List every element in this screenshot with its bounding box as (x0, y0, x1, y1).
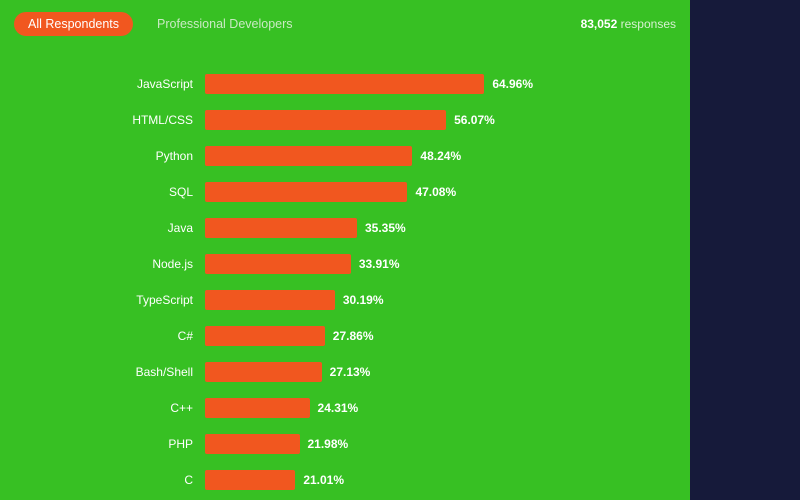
bar-fill[interactable] (205, 110, 446, 130)
bar-value: 33.91% (351, 257, 400, 271)
bar-value: 64.96% (484, 77, 533, 91)
bar-value: 27.86% (325, 329, 374, 343)
bar-track: 21.01% (205, 470, 650, 490)
bar-row: C++ 24.31% (40, 392, 650, 424)
bar-value: 35.35% (357, 221, 406, 235)
bar-track: 56.07% (205, 110, 650, 130)
bar-label: C (40, 473, 205, 487)
bar-row: HTML/CSS 56.07% (40, 104, 650, 136)
bar-fill[interactable] (205, 362, 322, 382)
bar-label: Bash/Shell (40, 365, 205, 379)
bar-label: Node.js (40, 257, 205, 271)
response-count-number: 83,052 (581, 17, 618, 31)
bar-value: 56.07% (446, 113, 495, 127)
bar-chart: JavaScript 64.96% HTML/CSS 56.07% Python 48.2… (0, 38, 690, 500)
bar-track: 24.31% (205, 398, 650, 418)
bar-track: 35.35% (205, 218, 650, 238)
bar-label: C# (40, 329, 205, 343)
bar-row: C 21.01% (40, 464, 650, 496)
bar-fill[interactable] (205, 146, 412, 166)
bar-track: 48.24% (205, 146, 650, 166)
bar-row: Python 48.24% (40, 140, 650, 172)
bar-value: 21.98% (300, 437, 349, 451)
bar-value: 21.01% (295, 473, 344, 487)
bar-track: 47.08% (205, 182, 650, 202)
side-panel (690, 0, 800, 500)
tab-all-respondents[interactable]: All Respondents (14, 12, 133, 36)
bar-label: HTML/CSS (40, 113, 205, 127)
bar-value: 27.13% (322, 365, 371, 379)
bar-fill[interactable] (205, 470, 295, 490)
bar-label: Java (40, 221, 205, 235)
bar-row: TypeScript 30.19% (40, 284, 650, 316)
bar-label: SQL (40, 185, 205, 199)
bar-value: 47.08% (407, 185, 456, 199)
bar-fill[interactable] (205, 290, 335, 310)
bar-fill[interactable] (205, 254, 351, 274)
bar-fill[interactable] (205, 74, 484, 94)
bar-value: 30.19% (335, 293, 384, 307)
bar-fill[interactable] (205, 326, 325, 346)
bar-row: Bash/Shell 27.13% (40, 356, 650, 388)
bar-row: PHP 21.98% (40, 428, 650, 460)
bar-label: Python (40, 149, 205, 163)
bar-row: JavaScript 64.96% (40, 68, 650, 100)
bar-fill[interactable] (205, 218, 357, 238)
main-panel: All Respondents Professional Developers … (0, 0, 690, 500)
bar-row: C# 27.86% (40, 320, 650, 352)
bar-label: PHP (40, 437, 205, 451)
bar-value: 48.24% (412, 149, 461, 163)
header-bar: All Respondents Professional Developers … (0, 0, 690, 38)
tab-professional-developers[interactable]: Professional Developers (143, 12, 307, 36)
bar-track: 21.98% (205, 434, 650, 454)
bar-fill[interactable] (205, 434, 300, 454)
bar-label: JavaScript (40, 77, 205, 91)
bar-track: 33.91% (205, 254, 650, 274)
bar-row: Node.js 33.91% (40, 248, 650, 280)
bar-label: TypeScript (40, 293, 205, 307)
bar-track: 27.86% (205, 326, 650, 346)
bar-track: 64.96% (205, 74, 650, 94)
bar-fill[interactable] (205, 398, 310, 418)
bar-value: 24.31% (310, 401, 359, 415)
response-count: 83,052 responses (581, 17, 676, 31)
bar-fill[interactable] (205, 182, 407, 202)
bar-row: Java 35.35% (40, 212, 650, 244)
bar-row: SQL 47.08% (40, 176, 650, 208)
response-count-suffix: responses (621, 17, 676, 31)
bar-label: C++ (40, 401, 205, 415)
bar-track: 30.19% (205, 290, 650, 310)
bar-track: 27.13% (205, 362, 650, 382)
page-root: All Respondents Professional Developers … (0, 0, 800, 500)
